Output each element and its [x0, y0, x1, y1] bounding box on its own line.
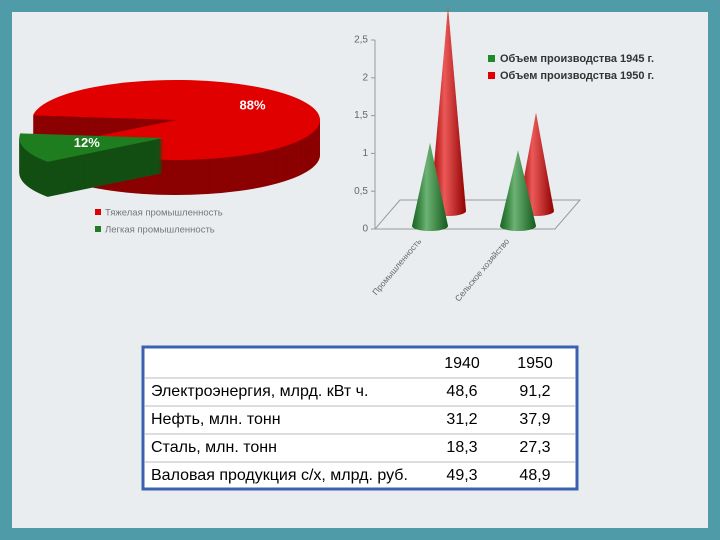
pie-value-label: 88%: [239, 98, 265, 113]
legend-label: Объем производства 1950 г.: [500, 70, 654, 82]
table-cell: 48,6: [446, 383, 477, 400]
table-cell: 31,2: [446, 411, 477, 428]
column-header: 1940: [444, 355, 480, 372]
legend-label: Объем производства 1945 г.: [500, 53, 654, 65]
pie-value-label: 12%: [74, 135, 100, 150]
legend-swatch: [488, 55, 495, 62]
y-tick-label: 2,5: [354, 35, 368, 46]
legend-swatch: [95, 226, 101, 232]
y-tick-label: 2: [362, 72, 368, 83]
row-label: Электроэнергия, млрд. кВт ч.: [151, 383, 368, 400]
row-label: Нефть, млн. тонн: [151, 411, 281, 428]
y-tick-label: 0,5: [354, 186, 368, 197]
table-cell: 49,3: [446, 467, 477, 484]
cone-shade: [500, 150, 536, 231]
row-label: Сталь, млн. тонн: [151, 439, 277, 456]
legend-swatch: [95, 209, 101, 215]
y-tick-label: 0: [362, 224, 368, 235]
pie-slice: [19, 133, 164, 162]
y-tick-label: 1: [362, 148, 368, 159]
row-label: Валовая продукция с/х, млрд. руб.: [151, 467, 408, 484]
table-cell: 91,2: [519, 383, 550, 400]
cone-shade: [412, 142, 448, 231]
legend-label: Тяжелая промышленность: [105, 208, 223, 219]
table-cell: 48,9: [519, 467, 550, 484]
table-cell: 27,3: [519, 439, 550, 456]
floor: [373, 199, 582, 230]
y-tick-label: 1,5: [354, 110, 368, 121]
table-box: [141, 345, 579, 491]
table-cell: 37,9: [519, 411, 550, 428]
cone-shade: [430, 6, 466, 216]
legend-label: Легкая промышленность: [105, 225, 215, 236]
legend-swatch: [488, 72, 495, 79]
table-cell: 18,3: [446, 439, 477, 456]
column-header: 1950: [517, 355, 553, 372]
